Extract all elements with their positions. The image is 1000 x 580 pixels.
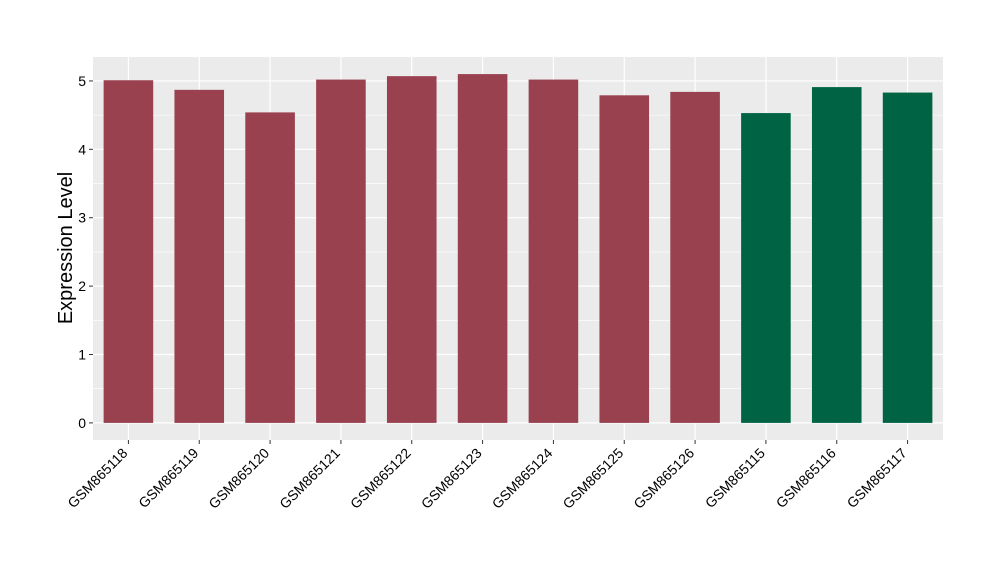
- bar-GSM865121: [316, 79, 366, 423]
- bar-GSM865126: [670, 91, 720, 423]
- y-axis-title: Expression Level: [55, 172, 77, 324]
- y-tick-label: 0: [78, 415, 86, 431]
- x-tick-label: GSM865115: [702, 445, 768, 511]
- bars: [103, 74, 933, 423]
- bar-GSM865116: [811, 87, 862, 423]
- x-tick-label: GSM865119: [135, 445, 201, 511]
- y-tick-label: 5: [78, 73, 86, 89]
- x-tick-label: GSM865125: [559, 445, 626, 512]
- x-tick-label: GSM865123: [418, 445, 485, 512]
- x-tick-label: GSM865122: [347, 445, 414, 512]
- plot-panel: [93, 57, 943, 440]
- y-axis: 0 1 2 3 4 5: [78, 73, 93, 431]
- x-tick-label: GSM865124: [489, 445, 556, 512]
- bar-GSM865124: [528, 79, 579, 423]
- y-tick-label: 3: [78, 210, 86, 226]
- bar-GSM865115: [741, 113, 791, 423]
- y-tick-label: 1: [78, 347, 86, 363]
- bar-GSM865123: [457, 74, 508, 423]
- x-axis: GSM865118 GSM865119 GSM865120 GSM865121 GSM8…: [64, 440, 910, 512]
- bar-GSM865119: [174, 89, 225, 423]
- bar-GSM865117: [882, 92, 933, 423]
- x-tick-label: GSM865121: [276, 445, 343, 512]
- x-tick-label: GSM865117: [844, 445, 910, 511]
- y-tick-label: 2: [78, 278, 86, 294]
- x-tick-label: GSM865116: [773, 445, 839, 511]
- x-tick-label: GSM865126: [630, 445, 697, 512]
- bar-GSM865122: [386, 76, 437, 423]
- bar-GSM865125: [599, 95, 650, 423]
- bar-GSM865118: [103, 80, 154, 423]
- x-tick-label: GSM865120: [205, 445, 272, 512]
- x-tick-label: GSM865118: [64, 445, 130, 511]
- y-tick-label: 4: [78, 141, 86, 157]
- bar-GSM865120: [245, 112, 295, 423]
